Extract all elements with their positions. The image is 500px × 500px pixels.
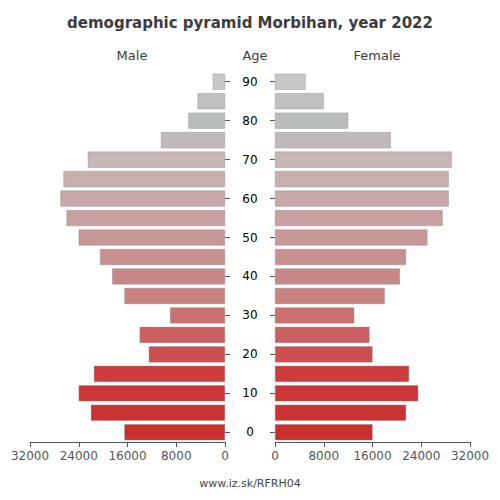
svg-text:24000: 24000 [60, 449, 98, 463]
svg-text:0: 0 [221, 449, 229, 463]
svg-text:24000: 24000 [402, 449, 440, 463]
svg-text:Male: Male [117, 48, 148, 63]
svg-text:80: 80 [242, 114, 257, 128]
svg-text:20: 20 [242, 347, 257, 361]
svg-text:Female: Female [353, 48, 400, 63]
svg-text:0: 0 [271, 449, 279, 463]
svg-text:16000: 16000 [108, 449, 146, 463]
svg-text:30: 30 [242, 308, 257, 322]
svg-text:16000: 16000 [353, 449, 391, 463]
svg-text:90: 90 [242, 75, 257, 89]
svg-text:32000: 32000 [11, 449, 49, 463]
svg-text:50: 50 [242, 231, 257, 245]
svg-text:demographic pyramid Morbihan,: demographic pyramid Morbihan, year 2022 [67, 14, 433, 32]
svg-text:40: 40 [242, 269, 257, 283]
svg-text:60: 60 [242, 192, 257, 206]
svg-text:70: 70 [242, 153, 257, 167]
svg-text:Age: Age [242, 48, 267, 63]
svg-text:8000: 8000 [308, 449, 339, 463]
svg-text:32000: 32000 [451, 449, 489, 463]
svg-text:10: 10 [242, 386, 257, 400]
svg-text:0: 0 [246, 425, 254, 439]
svg-text:8000: 8000 [161, 449, 192, 463]
svg-text:www.iz.sk/RFRH04: www.iz.sk/RFRH04 [199, 477, 301, 490]
